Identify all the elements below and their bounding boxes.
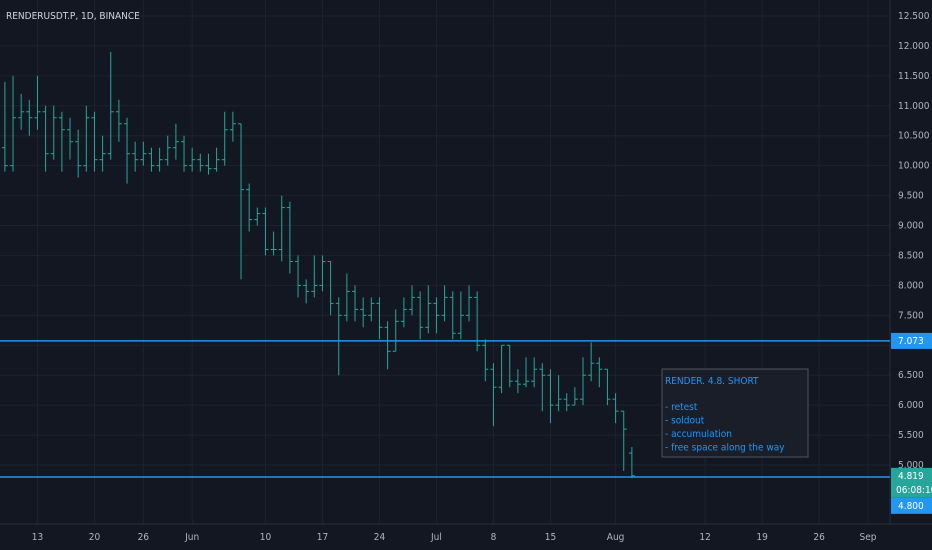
x-tick-label: 8 (491, 532, 497, 543)
y-tick-label: 9.000 (898, 221, 924, 232)
y-tick-label: 6.000 (898, 400, 924, 411)
price-label-box (891, 332, 932, 349)
x-tick-label: 20 (89, 532, 101, 543)
x-tick-label: 26 (138, 532, 150, 543)
y-tick-label: 8.000 (898, 280, 924, 291)
x-tick-label: 15 (545, 532, 556, 543)
y-tick-label: 8.500 (898, 250, 924, 261)
last-price-box (891, 467, 932, 498)
x-tick-label: Jun (184, 532, 199, 543)
price-label-box (891, 497, 932, 514)
y-tick-label: 11.000 (898, 101, 930, 112)
y-tick-label: 12.000 (898, 41, 930, 52)
x-tick-label: 12 (699, 532, 710, 543)
countdown: 06:08:10 (896, 485, 932, 496)
y-tick-label: 10.500 (898, 131, 930, 142)
annotation-title: RENDER. 4.8. SHORT (665, 376, 759, 387)
y-tick-label: 7.500 (898, 310, 924, 321)
y-tick-label: 12.500 (898, 11, 930, 22)
annotation-line: - free space along the way (665, 443, 785, 454)
annotation-line: - retest (665, 402, 698, 413)
annotation-line: - soldout (665, 416, 705, 427)
y-tick-label: 10.000 (898, 161, 930, 172)
last-price-label: 4.819 (898, 471, 924, 482)
x-tick-label: 10 (260, 532, 272, 543)
y-tick-label: 5.500 (898, 430, 924, 441)
x-tick-label: 26 (813, 532, 825, 543)
x-tick-label: 24 (374, 532, 386, 543)
x-tick-label: Aug (607, 532, 625, 543)
x-tick-label: Jul (430, 532, 442, 543)
y-tick-label: 6.500 (898, 370, 924, 381)
price-label: 4.800 (898, 501, 924, 512)
price-label: 7.073 (898, 336, 924, 347)
x-tick-label: 17 (317, 532, 328, 543)
y-tick-label: 5.000 (898, 460, 924, 471)
x-tick-label: 13 (32, 532, 43, 543)
x-tick-label: 19 (756, 532, 768, 543)
y-tick-label: 9.500 (898, 191, 924, 202)
x-tick-label: Sep (860, 532, 877, 543)
chart-title: RENDERUSDT.P, 1D, BINANCE (6, 11, 140, 22)
grid (0, 0, 890, 524)
y-tick-label: 11.500 (898, 71, 930, 82)
annotation-box (661, 368, 809, 458)
annotation-line: - accumulation (665, 429, 732, 440)
